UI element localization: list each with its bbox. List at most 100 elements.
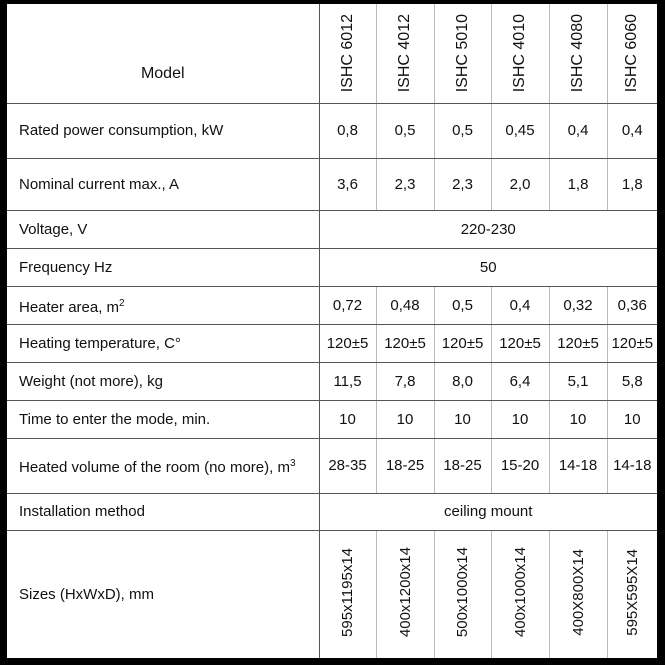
model-name-header-text: ISHC 4012 [396,14,413,93]
model-header: Model [7,4,320,104]
model-name-header-text: ISHC 4080 [569,14,586,93]
cell-value: 400x1200x14 [375,529,435,658]
cell-value-text: 18-25 [443,457,482,474]
cell-value-text: 18-25 [385,457,425,474]
cell-value: 0,8 [318,102,377,159]
cell-value-text: 1,8 [567,175,589,193]
cell-value-text: 400x1200x14 [396,547,414,638]
cell-value: 14-18 [548,437,608,494]
cell-value-text: 10 [396,410,414,428]
cell-value-text: 5,8 [621,372,643,390]
cell-value-text: 7,8 [394,372,416,390]
spec-table: Model ISHC 6012 ISHC 4012 ISHC 5010 ISHC 401… [7,4,657,658]
cell-value-text: 14-18 [613,457,652,474]
cell-value: 3,6 [318,157,377,211]
cell-value-text: 595x1195x14 [339,547,356,637]
model-name-header: ISHC 4012 [375,4,435,104]
row-label-text: Rated power consumption, kW [19,122,224,139]
cell-value-text: 120±5 [326,334,369,352]
table-row: Heated volume of the room (no more), m3 2… [7,437,657,494]
cell-value: 120±5 [548,323,608,363]
cell-value: 500x1000x14 [433,529,492,658]
spec-table-container: Model ISHC 6012 ISHC 4012 ISHC 5010 ISHC 401… [7,4,657,658]
cell-value: 0,4 [490,285,550,325]
cell-value: 14-18 [606,437,657,494]
cell-value-text: 10 [623,410,641,428]
cell-value: 0,72 [318,285,377,325]
table-row: Heater area, m2 0,72 0,48 0,5 0,4 0,32 0,36 [7,285,657,325]
row-label-text: Heater area, m [19,298,120,316]
row-label-text: Time to enter the mode, min. [19,410,211,428]
cell-value: 0,5 [433,285,492,325]
cell-value-text: 2,0 [509,175,531,193]
cell-value: 5,1 [548,361,608,401]
merged-value-text: 220-230 [460,220,516,238]
row-label-text: Frequency Hz [19,258,113,276]
table-row: Weight (not more), kg 11,5 7,8 8,0 6,4 5,1 5,8 [7,361,657,401]
cell-value-text: 0,5 [394,122,416,139]
cell-value: 120±5 [606,323,657,363]
cell-value: 120±5 [375,323,435,363]
row-label: Sizes (HxWxD), mm [7,529,320,658]
cell-value-text: 10 [339,410,356,428]
cell-value: 7,8 [375,361,435,401]
cell-value: 8,0 [433,361,492,401]
table-row: Heating temperature, C° 120±5 120±5 120±5 12… [7,323,657,363]
header-row: Model ISHC 6012 ISHC 4012 ISHC 5010 ISHC 401… [7,4,657,104]
row-label-text: Voltage, V [19,220,88,238]
cell-value: 400x1000x14 [490,529,550,658]
row-label: Nominal current max., A [7,157,320,211]
cell-value-text: 500x1000x14 [454,547,471,638]
cell-value: 1,8 [606,157,657,211]
cell-value: 10 [490,399,550,439]
unit-superscript: 2 [119,297,125,309]
cell-value-text: 10 [511,410,529,428]
cell-value-text: 0,45 [505,122,535,139]
unit-superscript: 3 [289,458,296,469]
cell-value: 11,5 [318,361,377,401]
cell-value-text: 2,3 [394,175,416,193]
cell-value-text: 120±5 [384,334,426,352]
cell-value: 28-35 [318,437,377,494]
cell-value-text: 10 [569,410,587,428]
row-label: Frequency Hz [7,247,320,287]
cell-value: 18-25 [433,437,492,494]
cell-value-text: 120±5 [499,334,541,352]
cell-value: 0,4 [606,102,657,159]
cell-value-text: 0,48 [390,296,420,314]
cell-value: 10 [433,399,492,439]
cell-value: 1,8 [548,157,608,211]
merged-value: ceiling mount [318,492,657,531]
cell-value: 10 [548,399,608,439]
table-row: Sizes (HxWxD), mm 595x1195x14 400x1200x14 5… [7,529,657,658]
cell-value-text: 0,8 [337,122,358,139]
cell-value: 0,48 [375,285,435,325]
cell-value-text: 0,36 [617,296,647,314]
cell-value-text: 0,5 [452,296,473,314]
cell-value-text: 1,8 [621,175,643,193]
row-label-text: Nominal current max., A [19,175,180,193]
row-label: Heater area, m2 [7,285,320,325]
cell-value-text: 10 [454,410,471,428]
cell-value-text: 15-20 [500,457,540,474]
cell-value: 0,36 [606,285,657,325]
row-label-text: Heating temperature, C° [19,334,181,352]
model-name-header: ISHC 4010 [490,4,550,104]
table-row: Time to enter the mode, min. 10 10 10 10 10 10 [7,399,657,439]
model-name-header: ISHC 4080 [548,4,608,104]
cell-value: 595x1195x14 [318,529,377,658]
cell-value-text: 8,0 [452,372,473,390]
cell-value-text: 120±5 [441,334,484,352]
row-label: Installation method [7,492,320,531]
row-label: Time to enter the mode, min. [7,399,320,439]
cell-value-text: 5,1 [567,372,589,390]
cell-value: 10 [606,399,657,439]
cell-value: 120±5 [318,323,377,363]
cell-value-text: 0,4 [509,296,531,314]
model-name-header: ISHC 6012 [318,4,377,104]
table-row: Nominal current max., A 3,6 2,3 2,3 2,0 1,8 1,… [7,157,657,211]
cell-value: 400X800X14 [548,529,608,658]
row-label: Rated power consumption, kW [7,102,320,159]
model-name-header-text: ISHC 6012 [338,14,356,93]
model-name-header-text: ISHC 5010 [453,14,471,93]
